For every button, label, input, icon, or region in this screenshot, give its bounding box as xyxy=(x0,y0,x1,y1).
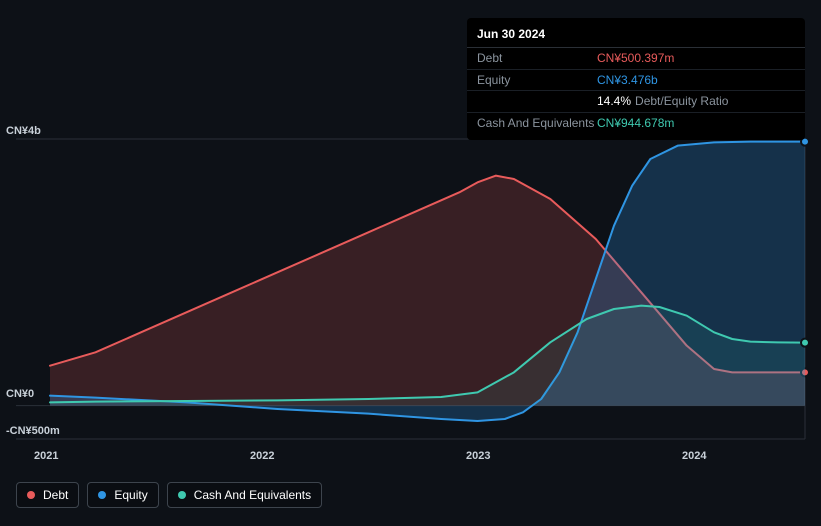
x-tick-label: 2022 xyxy=(250,450,274,462)
tooltip-row-value: CN¥3.476b xyxy=(597,72,658,89)
tooltip-row-label: Equity xyxy=(477,72,597,89)
y-tick-label: CN¥0 xyxy=(6,388,34,400)
tooltip-row: Cash And EquivalentsCN¥944.678m xyxy=(467,113,805,134)
x-tick-label: 2024 xyxy=(682,450,706,462)
legend-item[interactable]: Debt xyxy=(16,482,79,508)
x-tick-label: 2023 xyxy=(466,450,490,462)
tooltip-row-label: Cash And Equivalents xyxy=(477,115,597,132)
tooltip-row-value: 14.4%Debt/Equity Ratio xyxy=(597,93,728,110)
tooltip-row-sublabel: Debt/Equity Ratio xyxy=(635,94,728,108)
legend-label: Debt xyxy=(43,488,68,502)
legend-label: Equity xyxy=(114,488,147,502)
tooltip-row: 14.4%Debt/Equity Ratio xyxy=(467,91,805,113)
legend-swatch-icon xyxy=(178,491,186,499)
series-end-dot xyxy=(801,339,809,347)
chart-legend: Debt Equity Cash And Equivalents xyxy=(16,482,322,508)
legend-item[interactable]: Cash And Equivalents xyxy=(167,482,322,508)
legend-swatch-icon xyxy=(27,491,35,499)
tooltip-row-label xyxy=(477,93,597,110)
tooltip-row: DebtCN¥500.397m xyxy=(467,48,805,70)
tooltip-row-value: CN¥944.678m xyxy=(597,115,674,132)
tooltip-row-label: Debt xyxy=(477,50,597,67)
y-tick-label: CN¥4b xyxy=(6,125,41,137)
chart-tooltip: Jun 30 2024 DebtCN¥500.397mEquityCN¥3.47… xyxy=(467,18,805,140)
x-tick-label: 2021 xyxy=(34,450,58,462)
tooltip-date: Jun 30 2024 xyxy=(467,24,805,48)
tooltip-row: EquityCN¥3.476b xyxy=(467,70,805,92)
legend-item[interactable]: Equity xyxy=(87,482,158,508)
tooltip-row-value: CN¥500.397m xyxy=(597,50,674,67)
legend-swatch-icon xyxy=(98,491,106,499)
y-tick-label: -CN¥500m xyxy=(6,425,60,437)
legend-label: Cash And Equivalents xyxy=(194,488,311,502)
